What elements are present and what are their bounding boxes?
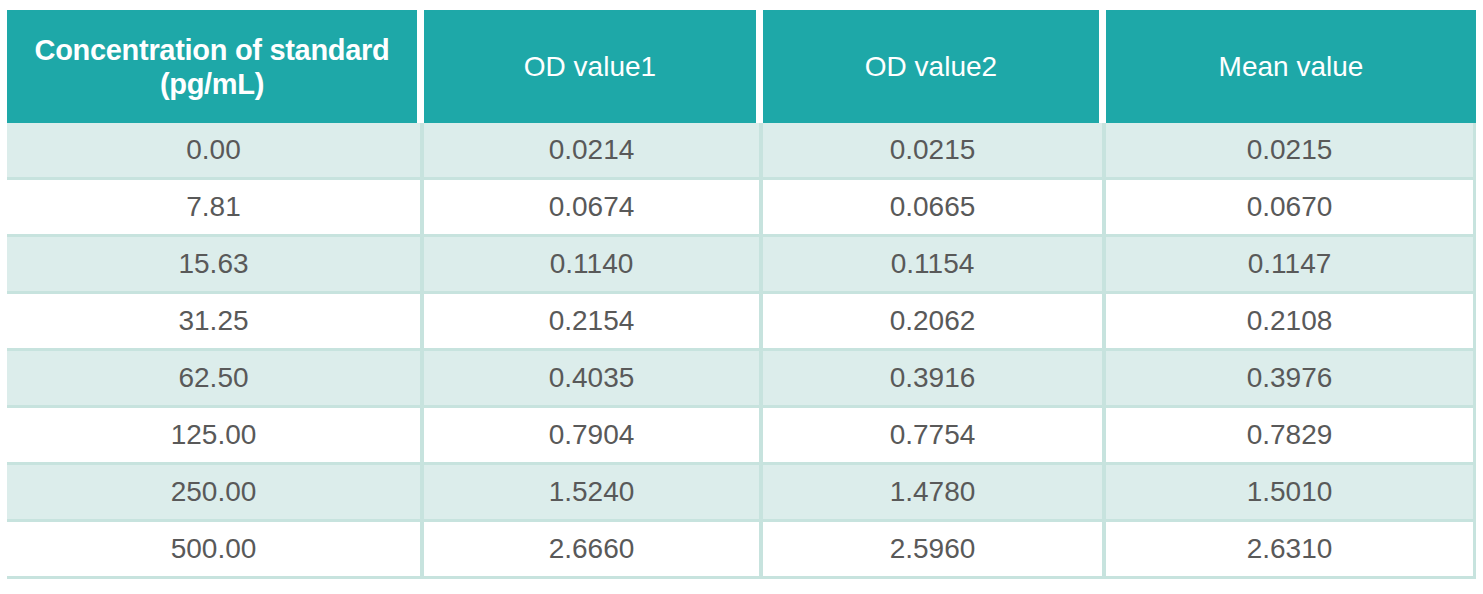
table-cell: 125.00 — [7, 408, 424, 465]
table-cell: 0.0215 — [763, 123, 1106, 180]
table-cell: 0.3916 — [763, 351, 1106, 408]
table-cell: 0.2062 — [763, 294, 1106, 351]
table-row: 125.000.79040.77540.7829 — [7, 408, 1476, 465]
table-row: 500.002.66602.59602.6310 — [7, 522, 1476, 579]
column-header-2: OD value1 — [424, 10, 763, 123]
column-header-label: OD value1 — [424, 50, 756, 84]
table-cell: 0.2154 — [424, 294, 763, 351]
table-cell: 0.0674 — [424, 180, 763, 237]
table-row: 31.250.21540.20620.2108 — [7, 294, 1476, 351]
table-cell: 0.7754 — [763, 408, 1106, 465]
table-cell: 0.4035 — [424, 351, 763, 408]
table-cell: 0.00 — [7, 123, 424, 180]
table-cell: 1.4780 — [763, 465, 1106, 522]
column-header-1: Concentration of standard(pg/mL) — [7, 10, 424, 123]
column-header-3: OD value2 — [763, 10, 1106, 123]
column-header-label: Mean value — [1106, 50, 1476, 84]
table-cell: 250.00 — [7, 465, 424, 522]
table-body: 0.000.02140.02150.02157.810.06740.06650.… — [7, 123, 1476, 579]
table-cell: 0.0215 — [1106, 123, 1476, 180]
table-cell: 1.5240 — [424, 465, 763, 522]
column-header-sublabel: (pg/mL) — [7, 67, 417, 101]
table-row: 15.630.11400.11540.1147 — [7, 237, 1476, 294]
table-cell: 500.00 — [7, 522, 424, 579]
table-cell: 0.3976 — [1106, 351, 1476, 408]
table-cell: 0.0670 — [1106, 180, 1476, 237]
column-header-label: Concentration of standard — [7, 33, 417, 67]
table-cell: 0.2108 — [1106, 294, 1476, 351]
table-cell: 62.50 — [7, 351, 424, 408]
table-cell: 2.5960 — [763, 522, 1106, 579]
table-cell: 0.0665 — [763, 180, 1106, 237]
table-header: Concentration of standard(pg/mL)OD value… — [7, 10, 1476, 123]
header-row: Concentration of standard(pg/mL)OD value… — [7, 10, 1476, 123]
table-cell: 0.7829 — [1106, 408, 1476, 465]
column-header-4: Mean value — [1106, 10, 1476, 123]
table-cell: 7.81 — [7, 180, 424, 237]
table-cell: 2.6660 — [424, 522, 763, 579]
table-cell: 0.1147 — [1106, 237, 1476, 294]
table-cell: 0.1154 — [763, 237, 1106, 294]
table-row: 0.000.02140.02150.0215 — [7, 123, 1476, 180]
table-cell: 0.7904 — [424, 408, 763, 465]
table-row: 62.500.40350.39160.3976 — [7, 351, 1476, 408]
column-header-label: OD value2 — [763, 50, 1099, 84]
table-cell: 1.5010 — [1106, 465, 1476, 522]
table-cell: 31.25 — [7, 294, 424, 351]
standard-concentration-table: Concentration of standard(pg/mL)OD value… — [7, 10, 1476, 579]
table-cell: 15.63 — [7, 237, 424, 294]
table-cell: 0.0214 — [424, 123, 763, 180]
table-cell: 0.1140 — [424, 237, 763, 294]
table-row: 7.810.06740.06650.0670 — [7, 180, 1476, 237]
table-cell: 2.6310 — [1106, 522, 1476, 579]
table-row: 250.001.52401.47801.5010 — [7, 465, 1476, 522]
